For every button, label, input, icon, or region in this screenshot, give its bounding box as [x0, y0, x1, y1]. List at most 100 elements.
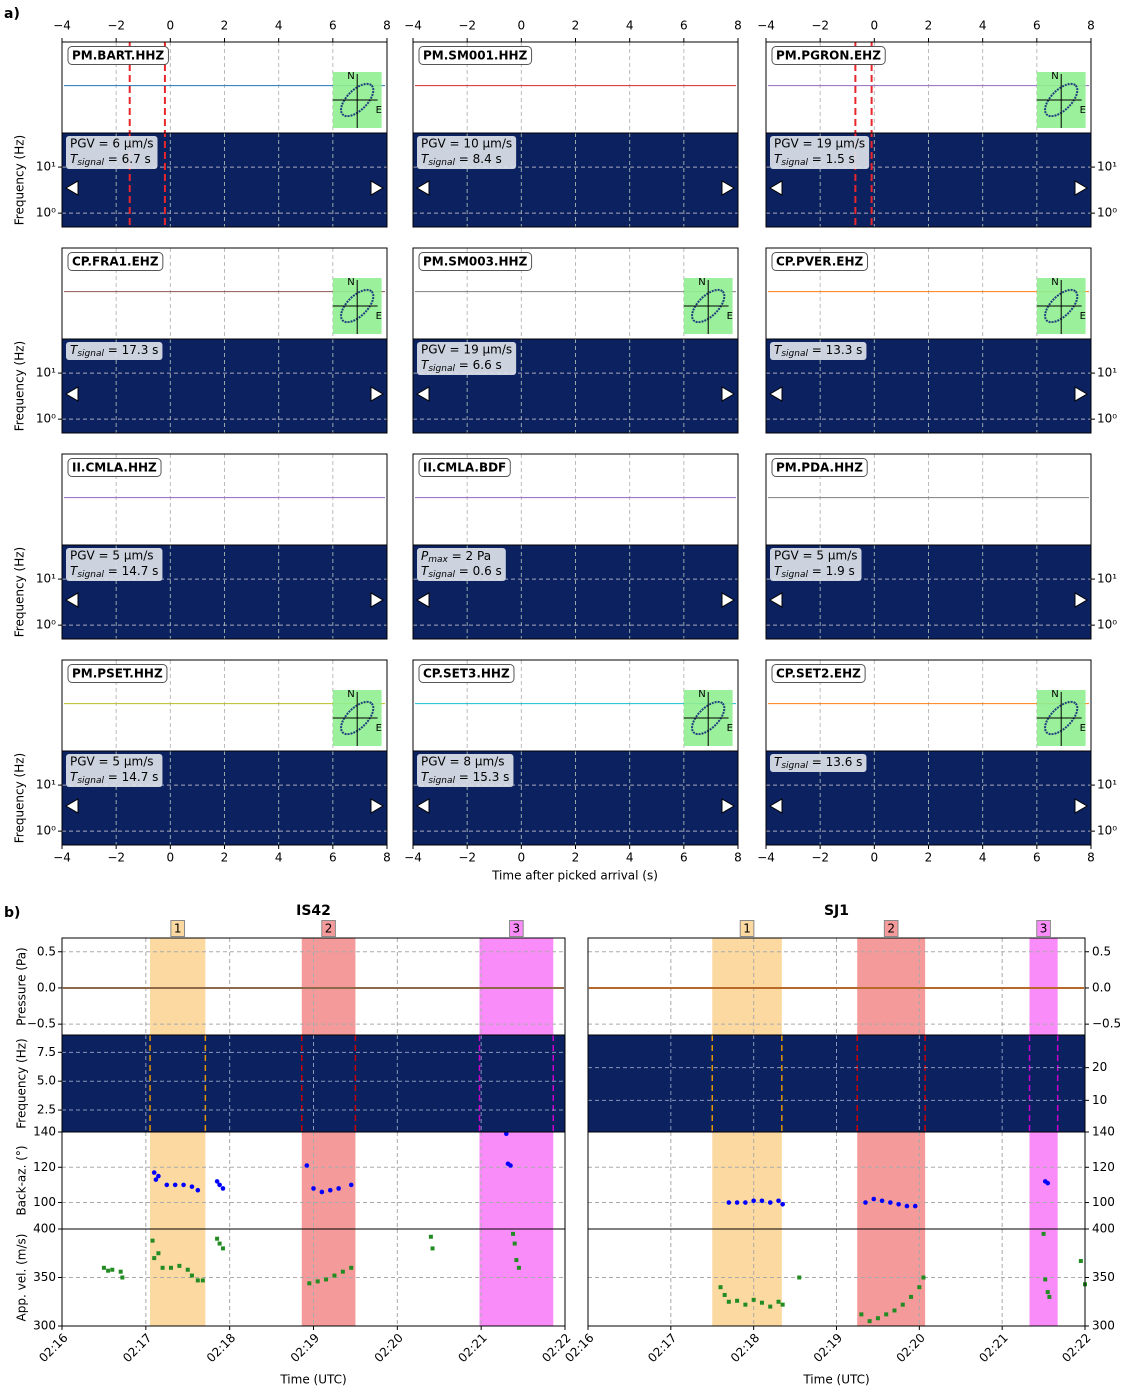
backazimuth-point — [220, 1186, 226, 1191]
velocity-point — [177, 1263, 182, 1268]
y-tick-label: 10⁰ — [36, 618, 56, 632]
particle-motion — [340, 288, 375, 324]
velocity-point — [884, 1312, 889, 1317]
backazimuth-point — [759, 1198, 765, 1204]
x-tick-label: 0 — [518, 19, 526, 33]
window-label-box — [739, 920, 755, 937]
x-tick-label: 0 — [871, 851, 879, 865]
x-tick-label: −2 — [458, 851, 476, 865]
y-tick-label: 300 — [33, 1319, 56, 1333]
value: = 13.6 s — [808, 755, 862, 769]
y-tick-label: 10⁰ — [1097, 412, 1117, 426]
velocity-point — [921, 1275, 926, 1280]
compass-label: E — [727, 311, 733, 322]
y-tick-label: 400 — [1092, 1222, 1115, 1236]
pgv-annotation: PGV = 19 μm/s — [774, 137, 865, 151]
annotation-box — [66, 754, 163, 787]
time-window — [150, 1132, 206, 1229]
station-label: II.CMLA.HHZ — [72, 461, 157, 475]
symbol: T — [774, 343, 783, 357]
x-tick-label: 6 — [1033, 19, 1041, 33]
velocity-point — [168, 1265, 173, 1270]
y-axis-label: Frequency (Hz) — [15, 1038, 29, 1129]
value: = 1.5 s — [808, 152, 855, 166]
backazimuth-point — [904, 1203, 910, 1209]
triangle-marker — [370, 180, 384, 196]
x-tick-label: 0 — [167, 19, 175, 33]
triangle-marker — [416, 798, 430, 814]
compass-label: N — [698, 277, 705, 288]
velocity-point — [514, 1258, 519, 1263]
x-tick-label: −4 — [404, 851, 422, 865]
triangle-marker — [769, 386, 783, 402]
velocity-point — [150, 1238, 155, 1243]
time-window — [301, 938, 356, 1035]
x-tick-label: 8 — [383, 851, 391, 865]
triangle-marker — [65, 180, 79, 196]
compass-label: N — [698, 689, 705, 700]
velocity-point — [726, 1299, 731, 1304]
y-tick-label: 140 — [33, 1125, 56, 1139]
backazimuth-point — [743, 1200, 748, 1205]
x-tick-label: 2 — [572, 19, 580, 33]
value: = 6.7 s — [104, 152, 151, 166]
velocity-point — [217, 1241, 222, 1246]
label-box — [67, 46, 169, 65]
x-axis-label: Time (UTC) — [279, 1373, 346, 1387]
y-tick-label: 10¹ — [36, 160, 56, 174]
y-tick-label: 10¹ — [1097, 778, 1117, 792]
velocity-point — [735, 1298, 740, 1303]
station-label: CP.PVER.EHZ — [776, 255, 863, 269]
triangle-marker — [721, 592, 735, 608]
panel-frame — [412, 453, 739, 640]
value: = 17.3 s — [104, 343, 158, 357]
label-box — [771, 46, 886, 65]
triangle-marker — [1074, 592, 1088, 608]
tsignal-annotation: Tsignal = 13.3 s — [774, 343, 862, 359]
label-box — [67, 664, 168, 683]
x-tick-label: 4 — [979, 19, 987, 33]
triangle-marker — [416, 180, 430, 196]
panel-frame — [61, 453, 388, 640]
backazimuth-point — [780, 1202, 785, 1207]
value: = 13.3 s — [808, 343, 862, 357]
y-tick-label: 10¹ — [36, 366, 56, 380]
x-tick-label: 8 — [734, 19, 742, 33]
velocity-point — [195, 1278, 200, 1283]
x-tick-label: 2 — [221, 19, 229, 33]
y-tick-label: 0.0 — [37, 980, 56, 994]
x-tick-label: 02:19 — [288, 1331, 322, 1365]
time-window — [479, 1132, 554, 1229]
backazimuth-point — [776, 1198, 781, 1204]
x-tick-label: 02:21 — [976, 1331, 1010, 1365]
compass-label: N — [1051, 689, 1058, 700]
x-tick-label: 02:20 — [894, 1331, 928, 1365]
y-tick-label: 120 — [33, 1160, 56, 1174]
velocity-point — [324, 1277, 329, 1282]
label-box — [418, 46, 533, 65]
x-tick-label: −2 — [811, 19, 829, 33]
compass-label: N — [347, 277, 354, 288]
triangle-marker — [721, 798, 735, 814]
y-tick-label: 10¹ — [1097, 160, 1117, 174]
y-tick-label: 10⁰ — [36, 824, 56, 838]
value: = 14.7 s — [104, 564, 158, 578]
x-tick-label: 8 — [1087, 19, 1095, 33]
y-tick-label: 10¹ — [36, 572, 56, 586]
x-tick-label: −2 — [107, 851, 125, 865]
subscript: signal — [77, 570, 104, 580]
y-tick-label: 5.0 — [37, 1074, 56, 1088]
compass-label: E — [376, 311, 382, 322]
velocity-point — [200, 1278, 205, 1283]
annotation-box — [66, 548, 163, 581]
y-tick-label: 350 — [33, 1270, 56, 1284]
triangle-marker — [769, 180, 783, 196]
velocity-point — [220, 1246, 225, 1251]
symbol: P — [421, 549, 429, 563]
window-label-box — [883, 920, 899, 937]
velocity-point — [110, 1267, 115, 1272]
backazimuth-point — [896, 1202, 901, 1207]
velocity-point — [759, 1300, 764, 1305]
window-label: 2 — [325, 922, 333, 936]
window-label-box — [321, 920, 336, 937]
